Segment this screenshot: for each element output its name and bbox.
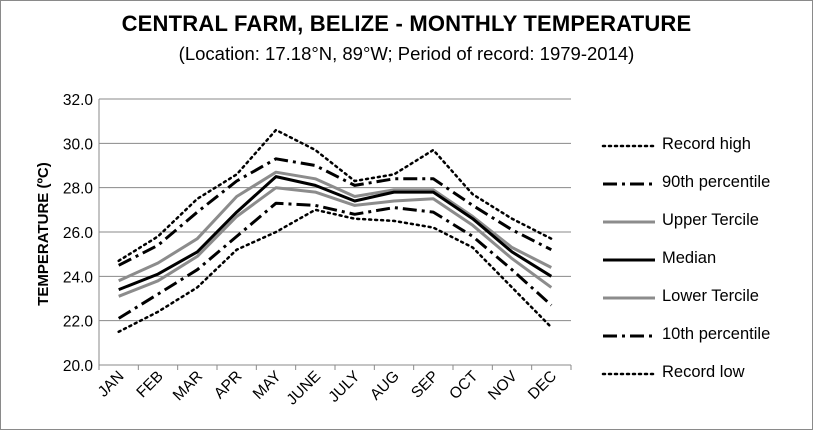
series-line-record-low [117,208,553,334]
chart-subtitle: (Location: 17.18°N, 89°W; Period of reco… [178,43,635,64]
y-tick-label: 28.0 [63,181,94,198]
series-line-10th-percentile [117,201,553,320]
y-tick-label: 30.0 [63,136,94,153]
legend-label: Record high [662,135,751,153]
series-line-record-high [117,128,553,263]
legend-swatch [603,334,655,338]
legend-label: 10th percentile [662,325,771,343]
legend-swatch [603,258,655,262]
legend-swatch [603,296,655,300]
x-tick-label: SEP [408,368,442,402]
legend-swatch [603,182,655,186]
series-line-upper-tercile [118,170,552,283]
series-line-median [118,175,553,291]
x-tick-label: JULY [325,368,363,406]
x-tick-label: NOV [485,367,521,403]
legend-label: Record low [662,363,745,381]
legend-swatch [603,220,655,224]
x-tick-label: MAR [170,368,206,404]
x-tick-label: APR [211,368,246,403]
legend-label: 90th percentile [662,173,771,191]
legend-label: Median [662,249,717,267]
y-tick-label: 24.0 [63,269,94,286]
x-tick-label: JAN [95,368,128,401]
y-axis-label: TEMPERATURE (ºC) [35,162,52,306]
x-tick-label: MAY [250,368,285,403]
series-line-lower-tercile [118,186,553,298]
x-tick-label: DEC [525,368,560,403]
x-tick-label: AUG [367,368,403,404]
x-tick-label: JUNE [284,368,325,409]
y-tick-label: 26.0 [63,225,94,242]
y-tick-label: 32.0 [63,92,94,109]
chart-title: CENTRAL FARM, BELIZE - MONTHLY TEMPERATU… [121,11,692,36]
x-tick-label: FEB [133,368,166,401]
series-line-90th-percentile [118,157,552,267]
legend-swatch [601,144,657,148]
y-tick-label: 20.0 [63,358,94,375]
legend-swatch [601,372,657,376]
x-tick-label: OCT [446,367,482,403]
legend-label: Upper Tercile [662,211,759,229]
legend-label: Lower Tercile [662,287,759,305]
y-tick-label: 22.0 [63,314,94,331]
